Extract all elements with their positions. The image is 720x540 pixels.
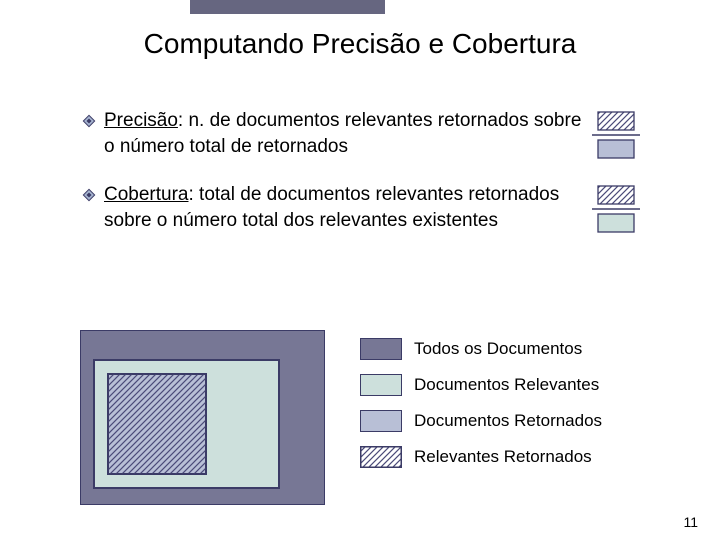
legend: Todos os Documentos Documentos Relevante… (360, 338, 680, 482)
diamond-bullet-icon (82, 188, 96, 202)
legend-item-relret: Relevantes Retornados (360, 446, 680, 468)
legend-item-todos: Todos os Documentos (360, 338, 680, 360)
slide-title: Computando Precisão e Cobertura (0, 28, 720, 60)
page-number: 11 (683, 514, 698, 530)
label-retornados: Documentos Retornados (414, 411, 602, 431)
bullet-precisao: Precisão: n. de documentos relevantes re… (82, 108, 642, 160)
swatch-relevantes (360, 374, 402, 396)
swatch-retornados (360, 410, 402, 432)
diamond-bullet-icon (82, 114, 96, 128)
term-cobertura: Cobertura (104, 184, 189, 205)
bullet-list: Precisão: n. de documentos relevantes re… (82, 108, 642, 256)
label-relret: Relevantes Retornados (414, 447, 592, 467)
bullet-precisao-text: Precisão: n. de documentos relevantes re… (104, 108, 584, 159)
accent-top-bar (190, 0, 385, 14)
bullet-cobertura: Cobertura: total de documentos relevante… (82, 182, 642, 234)
bullet-cobertura-text: Cobertura: total de documentos relevante… (104, 182, 584, 233)
venn-diagram (80, 330, 325, 505)
legend-item-relevantes: Documentos Relevantes (360, 374, 680, 396)
swatch-todos (360, 338, 402, 360)
fraction-precisao-icon (590, 110, 642, 160)
term-precisao: Precisão (104, 110, 178, 131)
legend-item-retornados: Documentos Retornados (360, 410, 680, 432)
label-todos: Todos os Documentos (414, 339, 582, 359)
fraction-cobertura-icon (590, 184, 642, 234)
swatch-relret (360, 446, 402, 468)
label-relevantes: Documentos Relevantes (414, 375, 599, 395)
